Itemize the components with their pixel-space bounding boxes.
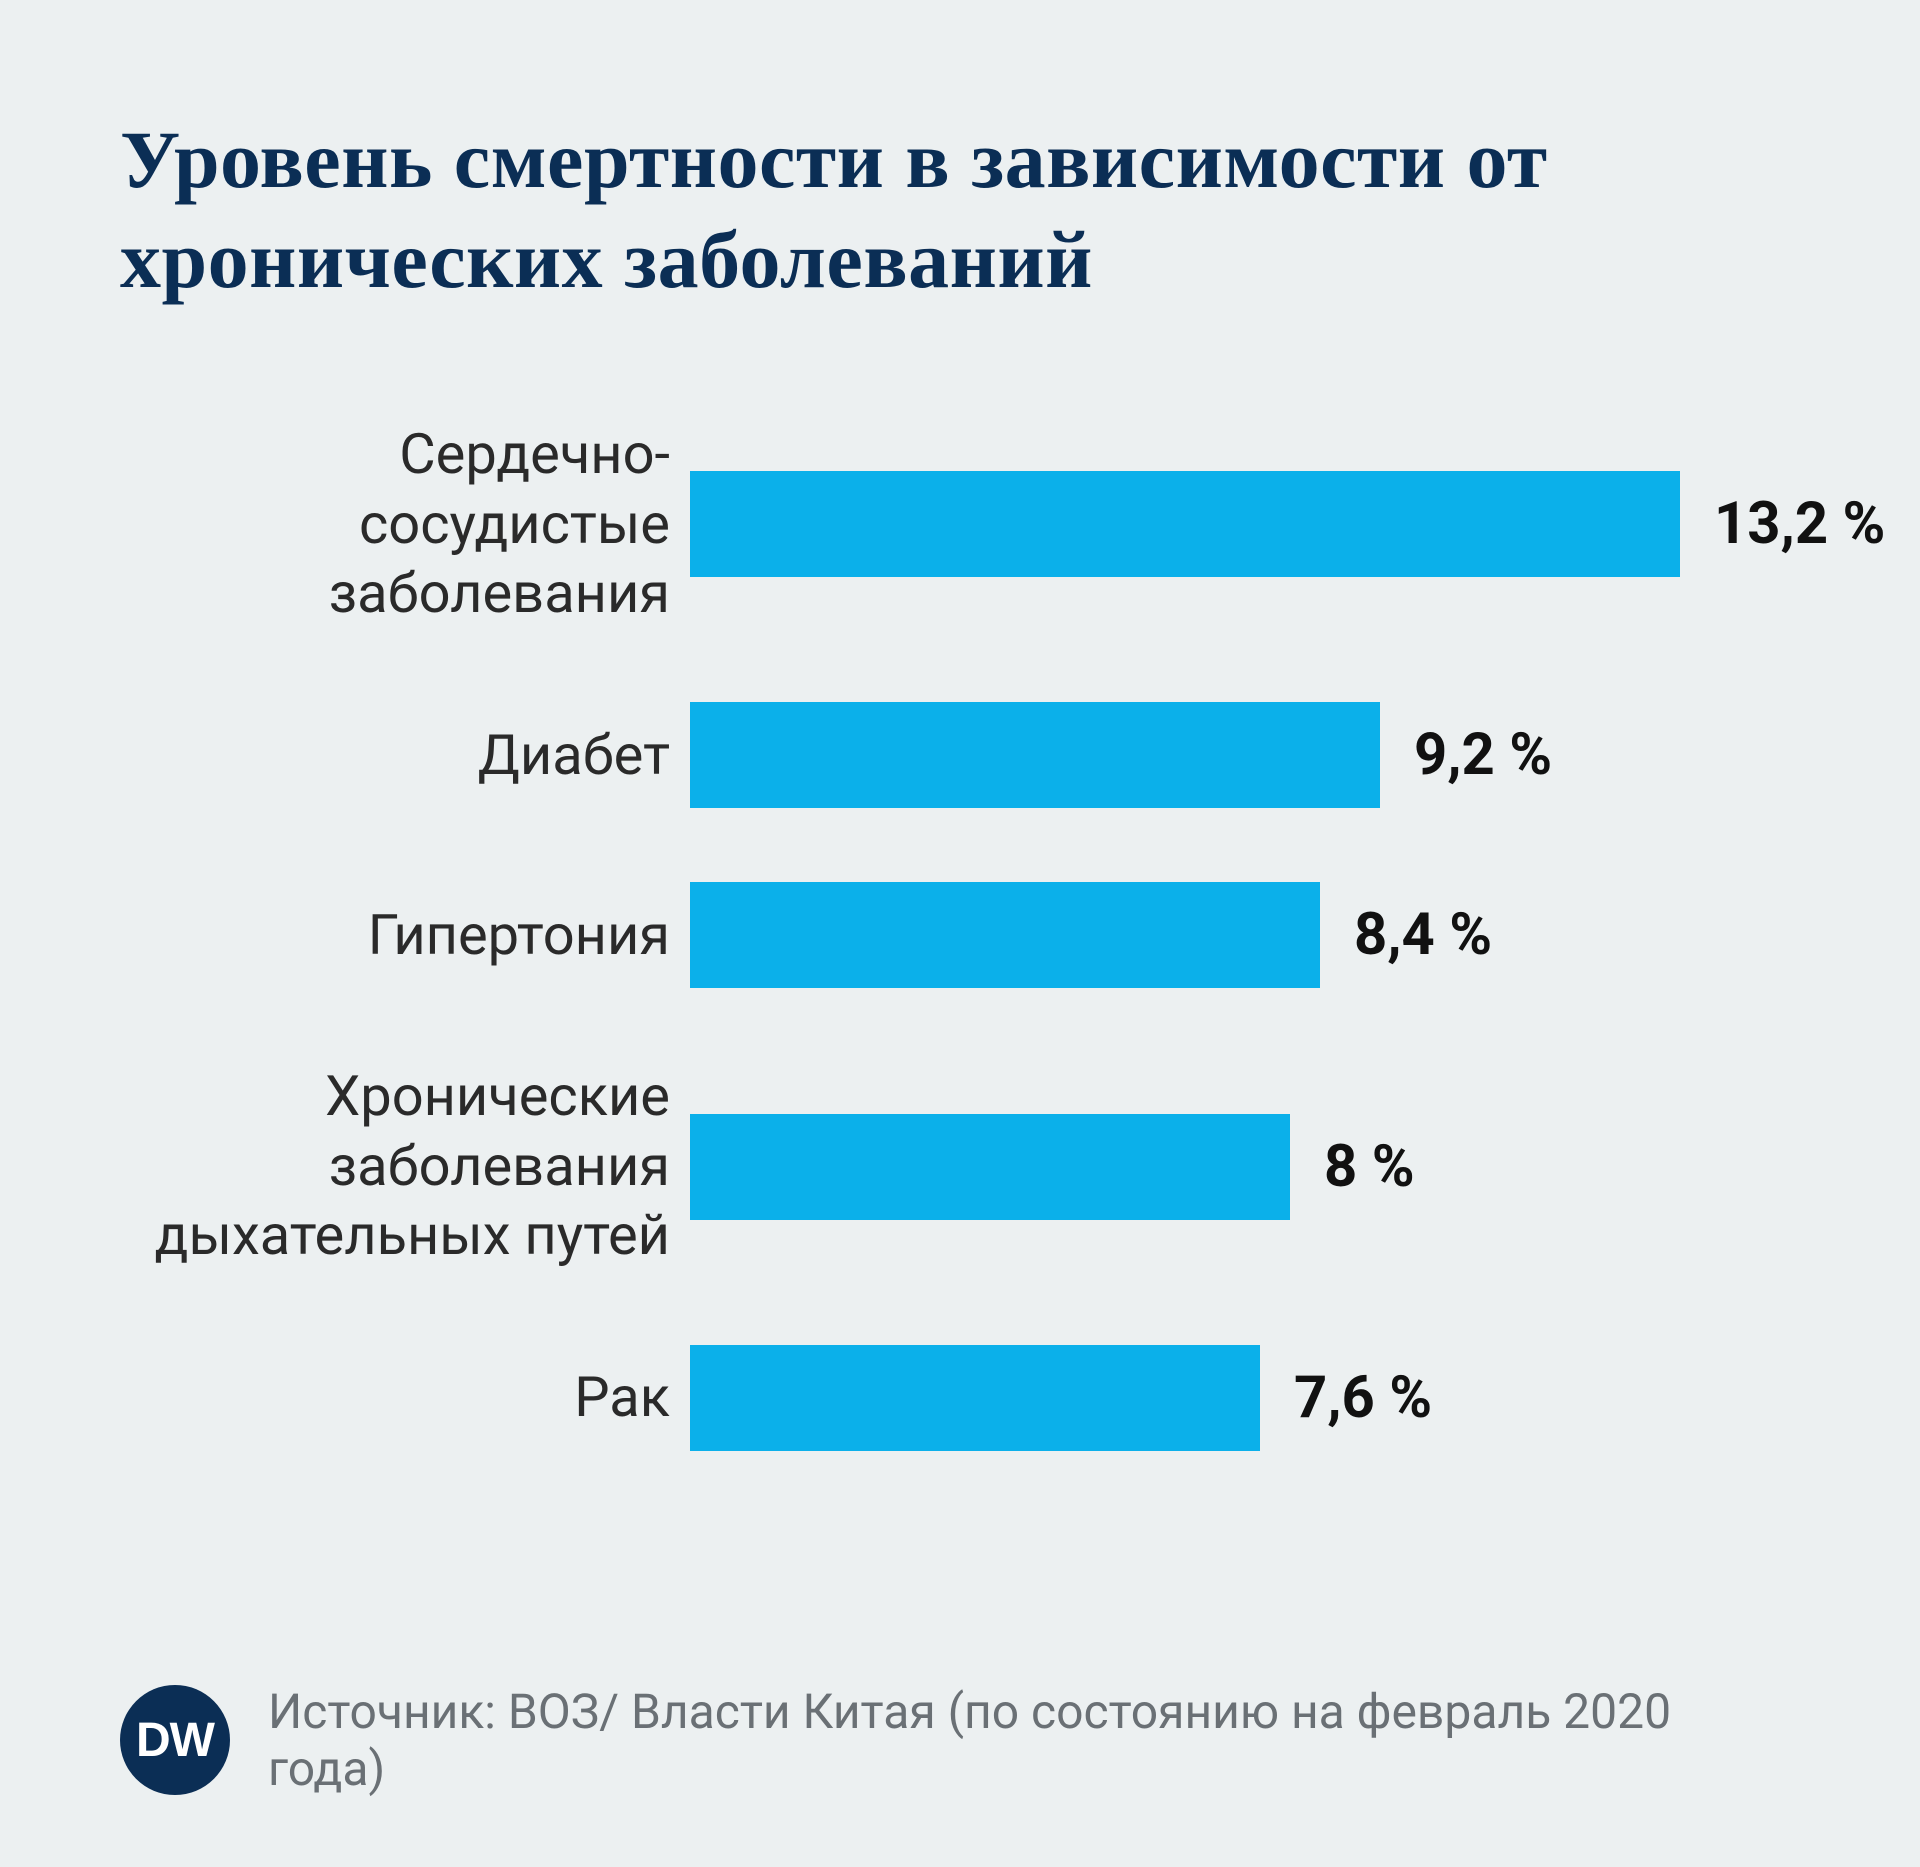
bar-rect: [690, 1345, 1260, 1451]
bar-category-label: Сердечно-сосудистые заболевания: [130, 420, 690, 628]
bar-chart: Сердечно-сосудистые заболевания13,2 % Диа…: [120, 310, 1800, 1653]
bar-category-label: Рак: [130, 1363, 690, 1432]
bar-area: 7,6 %: [690, 1345, 1790, 1451]
bar-value-label: 7,6 %: [1294, 1364, 1432, 1432]
dw-logo-text: DW: [136, 1713, 214, 1768]
dw-logo: DW: [120, 1685, 230, 1795]
bar-category-label: Хронические заболевания дыхательных путе…: [130, 1062, 690, 1270]
bar-area: 8,4 %: [690, 882, 1790, 988]
bar-row: Рак 7,6 %: [130, 1345, 1790, 1451]
bar-value-label: 8,4 %: [1354, 901, 1492, 969]
bar-rect: [690, 702, 1380, 808]
bar-row: Хронические заболевания дыхательных путе…: [130, 1062, 1790, 1270]
bar-value-label: 8 %: [1324, 1133, 1415, 1201]
bar-category-label: Диабет: [130, 721, 690, 790]
bar-area: 9,2 %: [690, 702, 1790, 808]
infographic-card: Уровень смертности в зависимости от хрон…: [0, 0, 1920, 1867]
bar-rect: [690, 1114, 1290, 1220]
chart-title: Уровень смертности в зависимости от хрон…: [120, 110, 1800, 310]
bar-category-label: Гипертония: [130, 901, 690, 970]
bar-row: Гипертония 8,4 %: [130, 882, 1790, 988]
footer: DW Источник: ВОЗ/ Власти Китая (по состо…: [120, 1653, 1800, 1797]
bar-row: Сердечно-сосудистые заболевания13,2 %: [130, 420, 1790, 628]
bar-value-label: 13,2 %: [1714, 490, 1885, 558]
bar-rect: [690, 882, 1320, 988]
bar-rect: [690, 471, 1680, 577]
bar-area: 13,2 %: [690, 471, 1885, 577]
bar-area: 8 %: [690, 1114, 1790, 1220]
bar-row: Диабет 9,2 %: [130, 702, 1790, 808]
source-text: Источник: ВОЗ/ Власти Китая (по состояни…: [268, 1683, 1800, 1797]
bar-value-label: 9,2 %: [1414, 721, 1552, 789]
